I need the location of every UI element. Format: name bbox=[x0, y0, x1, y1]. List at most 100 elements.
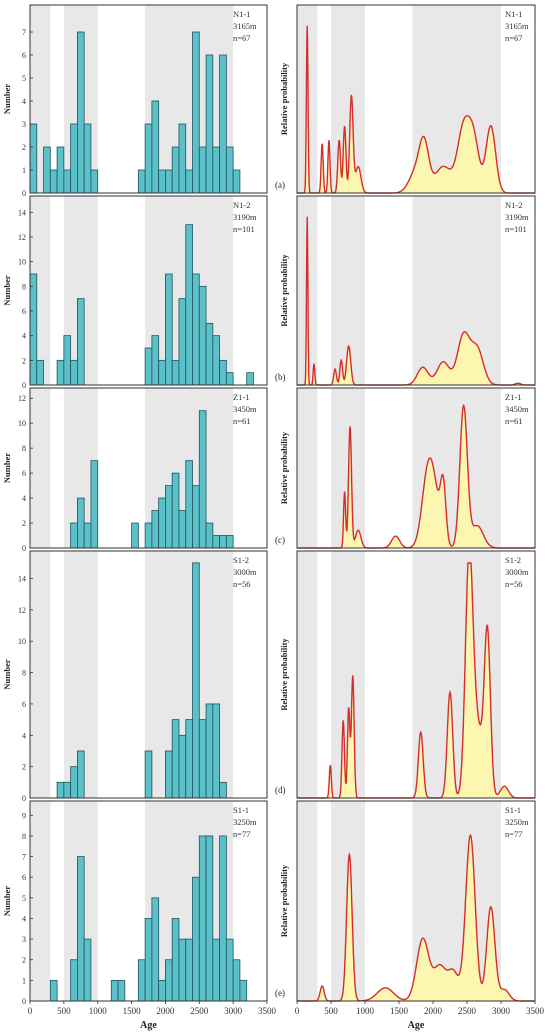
sample-count-label: n=101 bbox=[505, 224, 527, 234]
histogram-panel-n1-2: 0 2 4 6 8 10 12 14 Number N1-2 3190m n=101 bbox=[2, 195, 268, 390]
kde-fill-area bbox=[297, 563, 535, 798]
kde-frame bbox=[296, 4, 536, 194]
histogram-bar bbox=[151, 100, 160, 194]
histogram-bar bbox=[192, 485, 200, 549]
x-tick-label: 1000 bbox=[356, 1006, 375, 1016]
y-tick-label: 4 bbox=[22, 332, 26, 341]
probability-panel-n1-1: Relative probability N1-1 3165m n=67 (a) bbox=[275, 4, 536, 194]
y-tick-label: 1 bbox=[22, 166, 26, 175]
y-tick-label: 14 bbox=[18, 208, 26, 217]
probability-panel-z1-1: Relative probability Z1-1 3450m n=61 (c) bbox=[275, 387, 536, 549]
probability-panel-s1-2: Relative probability S1-2 3000m n=56 (d) bbox=[275, 550, 536, 799]
y-tick-label: 2 bbox=[22, 356, 26, 365]
histogram-bar bbox=[56, 146, 65, 194]
histogram-bar bbox=[137, 169, 146, 194]
probability-panel-s1-1: Relative probability S1-1 3250m n=77 (e) bbox=[275, 800, 536, 1002]
y-tick-label: 8 bbox=[22, 282, 26, 291]
histogram-bar bbox=[178, 510, 187, 549]
y-tick-label: 0 bbox=[22, 189, 26, 198]
histogram-bar bbox=[212, 335, 220, 386]
sample-id-label: Z1-1 bbox=[233, 392, 250, 402]
x-tick-label: 3000 bbox=[492, 1006, 511, 1016]
histogram-panel-s1-1: 0 1 2 3 4 5 6 7 8 9 Number S1-1 3250m n=77 bbox=[2, 800, 268, 1006]
kde-frame bbox=[296, 387, 536, 549]
y-tick-label: 0 bbox=[22, 794, 26, 803]
sample-count-label: n=61 bbox=[505, 416, 523, 426]
x-tick-label: 500 bbox=[57, 1006, 71, 1016]
histogram-bar bbox=[178, 734, 187, 799]
histogram-bar bbox=[185, 938, 193, 1002]
histogram-bar bbox=[49, 169, 58, 194]
histogram-bar bbox=[77, 497, 85, 549]
sample-id-label: N1-2 bbox=[233, 200, 250, 210]
sample-count-label: n=77 bbox=[233, 829, 251, 839]
histogram-bar bbox=[144, 918, 153, 1002]
histogram-bar bbox=[165, 750, 173, 799]
histogram-panel-s1-2: 0 2 4 6 8 10 12 14 Number S1-2 3000m n=56 bbox=[2, 550, 268, 803]
kde-frame bbox=[296, 195, 536, 386]
histogram-bar bbox=[77, 298, 85, 386]
histogram-frame bbox=[29, 800, 268, 1002]
histogram-bar bbox=[246, 372, 254, 386]
histogram-panel-n1-1: 0 1 2 3 4 5 6 7 Number N1-1 3165m n=67 bbox=[2, 4, 268, 198]
histogram-bar bbox=[205, 835, 214, 1002]
histogram-bar bbox=[205, 322, 214, 386]
histogram-bar bbox=[178, 123, 187, 194]
y-tick-label: 7 bbox=[22, 853, 26, 862]
histogram-bar bbox=[151, 510, 160, 549]
histogram-bar bbox=[212, 938, 220, 1002]
x-axis-label: Age bbox=[408, 1020, 425, 1031]
sample-depth-label: 3165m bbox=[505, 21, 529, 31]
histogram-bar bbox=[165, 485, 173, 549]
kde-frame bbox=[296, 800, 536, 1002]
sample-id-label: S1-1 bbox=[505, 805, 521, 815]
histogram-bar bbox=[70, 959, 78, 1002]
x-axis-left: 0 500 1000 1500 2000 2500 3000 3500 Age bbox=[28, 1001, 277, 1031]
y-tick-label: 12 bbox=[18, 394, 26, 403]
x-tick-label: 2000 bbox=[156, 1006, 175, 1016]
histogram-bar bbox=[178, 298, 187, 386]
x-tick-label: 2500 bbox=[458, 1006, 477, 1016]
histogram-bar bbox=[225, 146, 234, 194]
y-tick-label: 0 bbox=[22, 381, 26, 390]
x-axis-label: Age bbox=[140, 1020, 157, 1031]
kde-fill-area bbox=[297, 835, 535, 1001]
histogram-bar bbox=[198, 285, 207, 386]
y-tick-label: 8 bbox=[22, 444, 26, 453]
sample-id-label: S1-1 bbox=[233, 805, 249, 815]
histogram-bar bbox=[158, 497, 166, 549]
y-tick-label: 6 bbox=[22, 873, 26, 882]
histogram-bar bbox=[239, 979, 248, 1002]
y-tick-label: 2 bbox=[22, 763, 26, 772]
sample-count-label: n=61 bbox=[233, 416, 251, 426]
histogram-bar bbox=[151, 897, 160, 1002]
x-tick-label: 2000 bbox=[424, 1006, 443, 1016]
age-shade-band bbox=[297, 801, 318, 1001]
histogram-bar bbox=[83, 123, 92, 194]
histogram-bar bbox=[144, 123, 153, 194]
y-tick-label: 5 bbox=[22, 894, 26, 903]
x-axis-right: 0 500 1000 1500 2000 2500 3000 3500 Age bbox=[295, 1001, 545, 1031]
histogram-bar bbox=[212, 146, 220, 194]
histogram-bar bbox=[63, 335, 72, 386]
histogram-bar bbox=[137, 959, 146, 1002]
y-tick-label: 10 bbox=[18, 258, 26, 267]
y-tick-label: 6 bbox=[22, 51, 26, 60]
histogram-bar bbox=[185, 719, 193, 799]
x-tick-label: 2500 bbox=[190, 1006, 209, 1016]
histogram-bar bbox=[165, 959, 173, 1002]
y-tick-label: 2 bbox=[22, 143, 26, 152]
histogram-bar bbox=[77, 31, 85, 194]
histogram-bar bbox=[225, 372, 234, 386]
histogram-bar bbox=[185, 169, 193, 194]
y-tick-label: 4 bbox=[22, 731, 26, 740]
histogram-bar bbox=[171, 146, 180, 194]
x-tick-label: 1500 bbox=[123, 1006, 142, 1016]
y-tick-label: 2 bbox=[22, 519, 26, 528]
sample-id-label: N1-1 bbox=[505, 9, 522, 19]
sample-id-label: N1-1 bbox=[233, 9, 250, 19]
histogram-bar bbox=[90, 460, 99, 549]
histogram-bar bbox=[185, 224, 193, 386]
y-axis-label: Number bbox=[2, 659, 12, 689]
x-tick-label: 3000 bbox=[224, 1006, 243, 1016]
